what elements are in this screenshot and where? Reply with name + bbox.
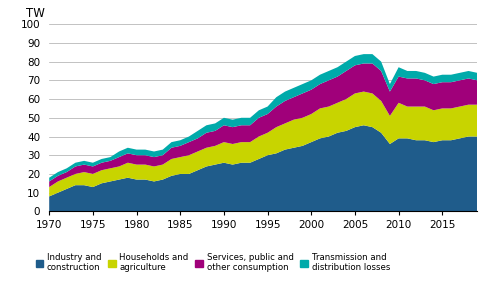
Text: TW: TW	[26, 8, 45, 21]
Legend: Industry and
construction, Households and
agriculture, Services, public and
othe: Industry and construction, Households an…	[32, 249, 394, 276]
